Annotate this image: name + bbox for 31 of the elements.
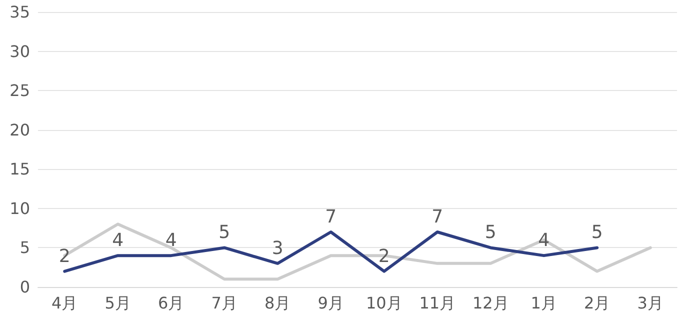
data-label: 4: [165, 230, 177, 252]
x-tick-label: 5月: [104, 294, 131, 312]
x-tick-label: 11月: [419, 294, 456, 312]
x-tick-label: 4月: [52, 294, 78, 312]
data-label: 4: [538, 230, 550, 252]
x-tick-label: 3月: [637, 294, 664, 312]
data-label: 2: [378, 246, 390, 267]
x-tick-label: 6月: [158, 294, 184, 312]
data-label: 7: [325, 206, 337, 228]
y-tick-label: 30: [10, 42, 30, 61]
data-label: 7: [432, 206, 444, 228]
x-tick-label: 2月: [584, 294, 610, 312]
y-tick-label: 35: [10, 2, 30, 22]
x-tick-label: 12月: [472, 294, 509, 312]
y-tick-label: 20: [10, 120, 30, 140]
x-tick-label: 9月: [318, 294, 344, 312]
x-tick-label: 10月: [366, 294, 402, 312]
y-tick-label: 0: [20, 278, 30, 296]
x-tick-label: 1月: [530, 294, 557, 312]
data-label: 5: [218, 222, 230, 244]
y-tick-label: 5: [20, 238, 30, 258]
data-label: 2: [58, 246, 70, 267]
data-label: 5: [591, 222, 603, 244]
x-tick-label: 8月: [264, 294, 291, 312]
data-label: 5: [484, 222, 496, 244]
y-tick-label: 25: [10, 81, 30, 100]
x-tick-label: 7月: [211, 294, 238, 312]
y-tick-label: 15: [10, 160, 30, 179]
y-tick-label: 10: [10, 198, 30, 218]
data-label: 4: [112, 230, 124, 252]
data-label: 3: [272, 238, 284, 259]
